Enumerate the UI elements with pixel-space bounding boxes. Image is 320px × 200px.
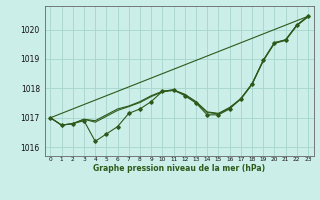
X-axis label: Graphe pression niveau de la mer (hPa): Graphe pression niveau de la mer (hPa) [93,164,265,173]
